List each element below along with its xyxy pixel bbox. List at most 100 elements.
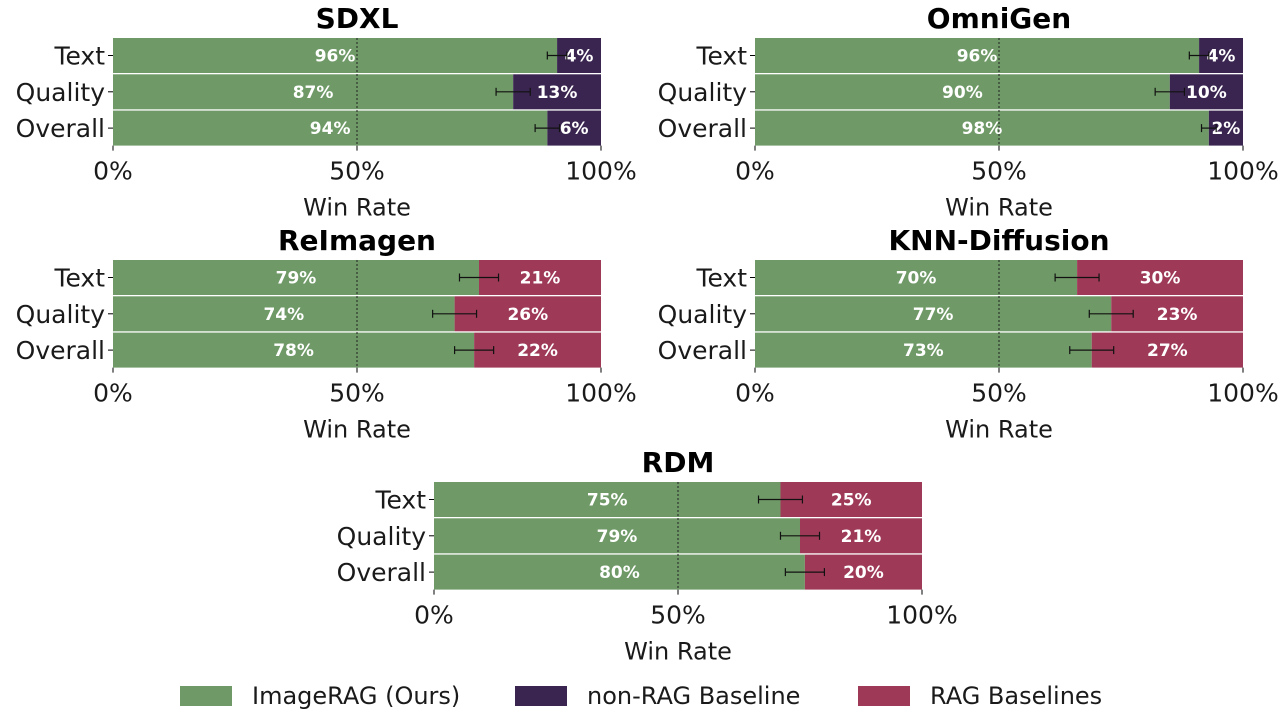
x-axis-label: Win Rate (303, 194, 411, 222)
category-label: Overall (658, 336, 747, 365)
legend-swatch-ours (180, 686, 232, 706)
x-tick-label: 50% (971, 379, 1027, 408)
x-tick-label: 0% (93, 157, 133, 186)
chart-title: KNN-Diffusion (888, 224, 1109, 257)
category-label: Overall (337, 558, 426, 587)
x-tick-label: 0% (735, 379, 775, 408)
x-tick-label: 0% (93, 379, 133, 408)
category-label: Text (374, 486, 426, 515)
bar-baseline (1077, 260, 1243, 295)
category-label: Quality (16, 78, 106, 107)
data-label-baseline: 4% (565, 47, 594, 67)
data-label-ours: 78% (273, 341, 314, 361)
x-axis-label: Win Rate (303, 416, 411, 444)
category-label: Overall (658, 114, 747, 143)
x-tick-label: 50% (329, 157, 385, 186)
legend-swatch-nonrag (515, 686, 567, 706)
category-label: Quality (658, 300, 748, 329)
bar-ours (755, 296, 1112, 332)
chart-panel: SDXL Text 96% 4% Quality 87% 13% Overall 94% 6% 0%… (16, 2, 637, 222)
category-label: Quality (16, 300, 106, 329)
x-tick-label: 50% (329, 379, 385, 408)
x-tick-label: 100% (886, 601, 957, 630)
bar-ours (113, 38, 558, 73)
data-label-baseline: 13% (537, 83, 578, 103)
bar-ours (434, 518, 800, 554)
x-tick-label: 100% (565, 379, 636, 408)
charts-canvas: SDXL Text 96% 4% Quality 87% 13% Overall 94% 6% 0%… (16, 2, 1279, 666)
data-label-ours: 74% (263, 305, 304, 325)
category-label: Text (695, 42, 747, 71)
x-axis-label: Win Rate (945, 194, 1053, 222)
bar-ours (755, 110, 1209, 146)
chart-panel: KNN-Diffusion Text 70% 30% Quality 77% 23% Over… (658, 224, 1279, 444)
bar-baseline (454, 296, 601, 332)
chart-title: SDXL (316, 2, 399, 35)
category-label: Overall (16, 114, 105, 143)
legend-item-nonrag: non-RAG Baseline (515, 676, 800, 716)
data-label-baseline: 20% (843, 563, 884, 583)
legend-item-ours: ImageRAG (Ours) (180, 676, 460, 716)
chart-title: RDM (642, 446, 715, 479)
x-axis-label: Win Rate (945, 416, 1053, 444)
bar-ours (755, 38, 1200, 73)
legend-label-ours: ImageRAG (Ours) (252, 682, 461, 710)
legend-label-rag: RAG Baselines (930, 682, 1103, 710)
bar-ours (434, 482, 781, 517)
chart-title: ReImagen (278, 224, 436, 257)
data-label-ours: 79% (597, 527, 638, 547)
data-label-baseline: 6% (560, 119, 589, 139)
category-label: Quality (658, 78, 748, 107)
data-label-ours: 70% (896, 269, 937, 289)
x-tick-label: 100% (1207, 379, 1278, 408)
data-label-ours: 98% (962, 119, 1003, 139)
bar-baseline (479, 260, 601, 295)
data-label-ours: 79% (276, 269, 317, 289)
data-label-ours: 96% (957, 47, 998, 67)
data-label-ours: 96% (315, 47, 356, 67)
data-label-baseline: 26% (507, 305, 548, 325)
data-label-ours: 90% (942, 83, 983, 103)
x-tick-label: 0% (735, 157, 775, 186)
chart-panel: OmniGen Text 96% 4% Quality 90% 10% Overall 98% 2… (658, 2, 1279, 222)
bar-ours (113, 110, 548, 146)
data-label-baseline: 27% (1147, 341, 1188, 361)
legend-item-rag: RAG Baselines (858, 676, 1102, 716)
x-tick-label: 100% (565, 157, 636, 186)
data-label-baseline: 21% (520, 269, 561, 289)
data-label-ours: 80% (599, 563, 640, 583)
bar-ours (755, 332, 1092, 368)
bar-ours (755, 260, 1078, 295)
category-label: Text (53, 42, 105, 71)
bar-ours (113, 332, 475, 368)
x-tick-label: 50% (971, 157, 1027, 186)
bar-ours (113, 74, 514, 110)
data-label-ours: 73% (903, 341, 944, 361)
x-tick-label: 100% (1207, 157, 1278, 186)
x-tick-label: 50% (650, 601, 706, 630)
category-label: Overall (16, 336, 105, 365)
data-label-baseline: 4% (1207, 47, 1236, 67)
chart-panel: RDM Text 75% 25% Quality 79% 21% Overall 80% 20% 0… (337, 446, 958, 666)
legend: ImageRAG (Ours) non-RAG Baseline RAG Bas… (0, 676, 1288, 716)
chart-panel: ReImagen Text 79% 21% Quality 74% 26% Overall 78… (16, 224, 637, 444)
bar-baseline (1091, 332, 1243, 368)
bar-baseline (800, 518, 922, 554)
legend-label-nonrag: non-RAG Baseline (587, 682, 801, 710)
data-label-baseline: 30% (1140, 269, 1181, 289)
data-label-ours: 75% (587, 491, 628, 511)
data-label-baseline: 21% (841, 527, 882, 547)
category-label: Text (695, 264, 747, 293)
category-label: Text (53, 264, 105, 293)
x-axis-label: Win Rate (624, 638, 732, 666)
category-label: Quality (337, 522, 427, 551)
bar-ours (434, 554, 805, 590)
data-label-ours: 87% (293, 83, 334, 103)
data-label-baseline: 22% (517, 341, 558, 361)
bar-ours (113, 296, 455, 332)
data-label-ours: 77% (913, 305, 954, 325)
data-label-ours: 94% (310, 119, 351, 139)
bar-ours (755, 74, 1170, 110)
bar-baseline (780, 482, 922, 517)
chart-title: OmniGen (927, 2, 1071, 35)
